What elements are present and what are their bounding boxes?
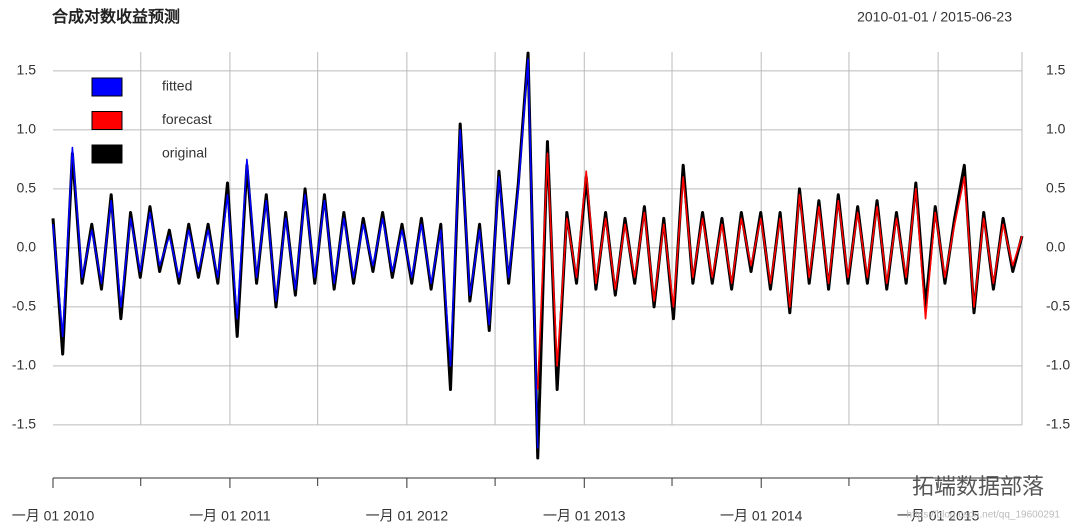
legend-label: original [162, 145, 207, 161]
x-tick-label: 一月 01 2014 [720, 508, 803, 524]
x-tick-label: 一月 01 2010 [12, 508, 95, 524]
x-tick-label: 一月 01 2011 [189, 508, 271, 524]
y-tick-label-right: 0.5 [1046, 180, 1066, 196]
watermark-url: https://blog.csdn.net/qq_19600291 [907, 510, 1061, 521]
x-tick-label: 一月 01 2013 [543, 508, 626, 524]
y-tick-label: -1.5 [12, 416, 36, 432]
y-tick-label: -1.0 [12, 357, 36, 373]
y-tick-label-right: -1.0 [1046, 357, 1070, 373]
y-tick-label: 1.5 [17, 62, 37, 78]
date-range: 2010-01-01 / 2015-06-23 [857, 9, 1012, 25]
legend-label: forecast [162, 111, 212, 127]
y-tick-label: 1.0 [17, 121, 37, 137]
y-tick-label-right: 0.0 [1046, 239, 1066, 255]
series-line [52, 58, 539, 449]
y-tick-label: -0.5 [12, 298, 36, 314]
y-tick-label-right: 1.5 [1046, 62, 1066, 78]
watermark: 拓端数据部落 [912, 474, 1044, 499]
y-tick-label-right: -1.5 [1046, 416, 1070, 432]
y-tick-label-right: -0.5 [1046, 298, 1070, 314]
x-tick-label: 一月 01 2012 [366, 508, 449, 524]
chart-title: 合成对数收益预测 [52, 7, 180, 26]
y-tick-label-right: 1.0 [1046, 121, 1066, 137]
series-line [536, 152, 1023, 390]
legend-swatch [91, 111, 123, 130]
x-tick-label: 一月 01 2015 [897, 508, 980, 524]
legend-label: fitted [162, 78, 192, 94]
y-tick-label: 0.5 [17, 180, 37, 196]
legend-swatch [91, 144, 123, 164]
y-tick-label: 0.0 [17, 239, 37, 255]
legend-swatch [91, 77, 123, 97]
